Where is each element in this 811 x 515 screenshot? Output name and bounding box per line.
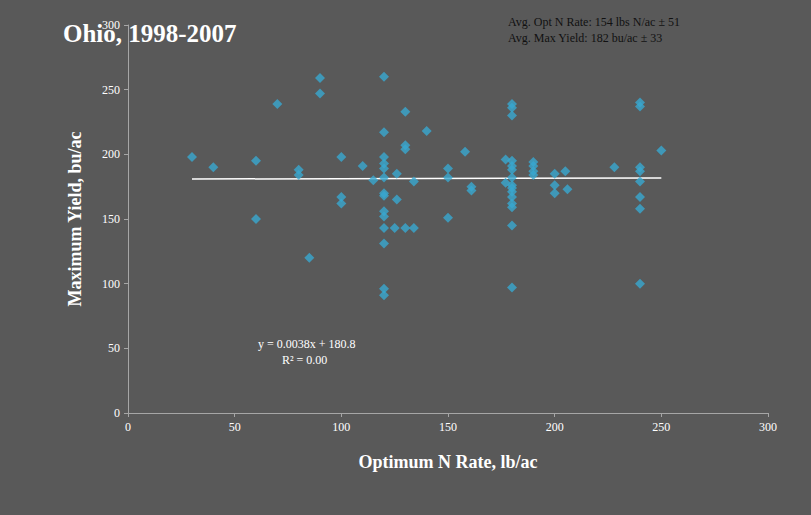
svg-text:y = 0.0038x + 180.8: y = 0.0038x + 180.8 xyxy=(258,337,356,351)
svg-text:250: 250 xyxy=(652,420,670,434)
svg-text:150: 150 xyxy=(102,212,120,226)
svg-text:Optimum N Rate, lb/ac: Optimum N Rate, lb/ac xyxy=(359,452,538,472)
svg-text:100: 100 xyxy=(332,420,350,434)
svg-text:Avg. Max Yield: 182 bu/ac ± 33: Avg. Max Yield: 182 bu/ac ± 33 xyxy=(508,31,662,45)
svg-text:150: 150 xyxy=(439,420,457,434)
svg-text:Maximum Yield, bu/ac: Maximum Yield, bu/ac xyxy=(65,131,85,306)
svg-text:300: 300 xyxy=(759,420,777,434)
svg-text:100: 100 xyxy=(102,277,120,291)
svg-text:Ohio, 1998-2007: Ohio, 1998-2007 xyxy=(63,20,237,47)
svg-text:0: 0 xyxy=(125,420,131,434)
svg-text:250: 250 xyxy=(102,83,120,97)
svg-text:Avg. Opt N Rate: 154 lbs N/ac: Avg. Opt N Rate: 154 lbs N/ac ± 51 xyxy=(508,15,680,29)
svg-text:200: 200 xyxy=(546,420,564,434)
svg-text:200: 200 xyxy=(102,147,120,161)
svg-text:50: 50 xyxy=(229,420,241,434)
svg-text:0: 0 xyxy=(114,406,120,420)
svg-text:R² = 0.00: R² = 0.00 xyxy=(282,353,327,367)
svg-text:50: 50 xyxy=(108,341,120,355)
